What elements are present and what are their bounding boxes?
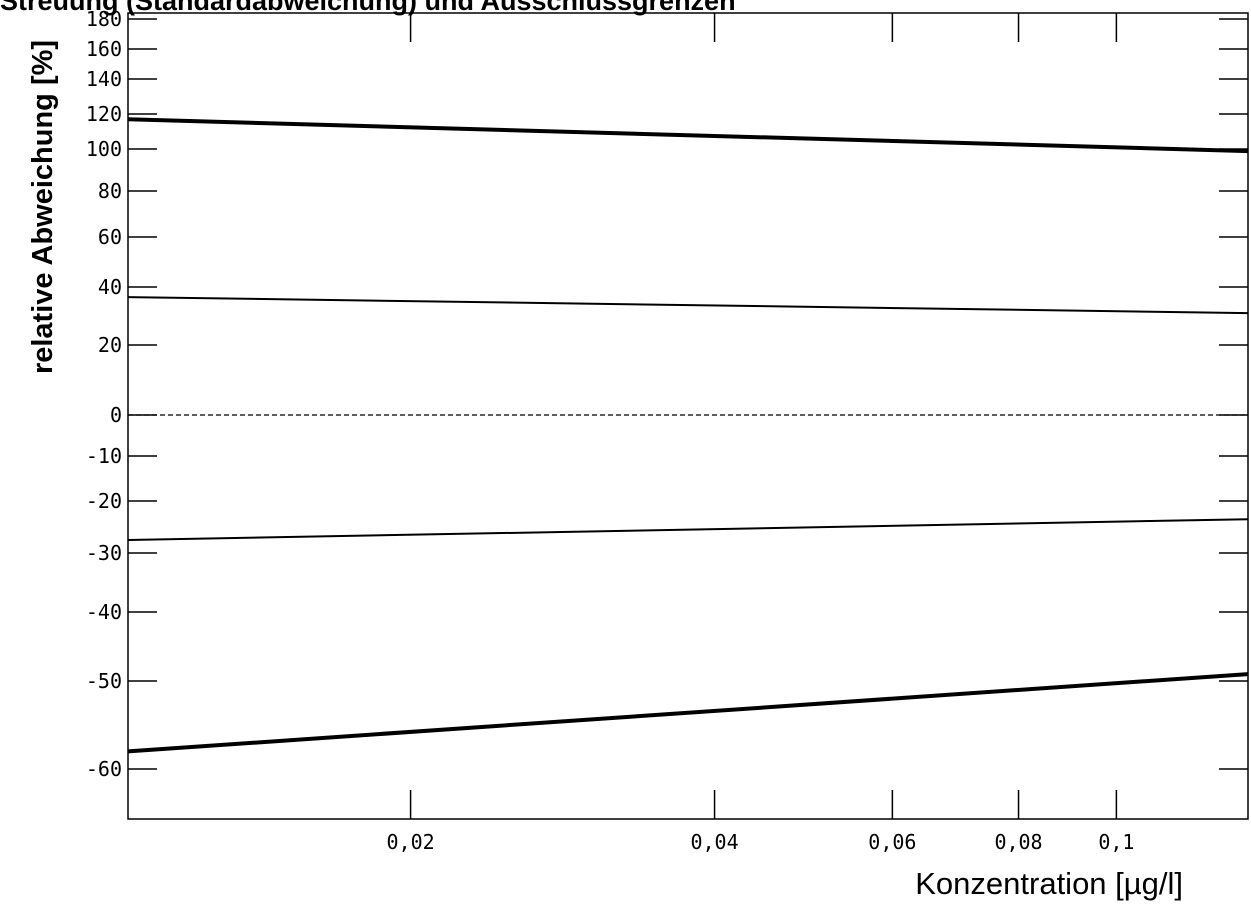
y-axis: 180 160 140 120 100 80 60 40 20 0 -10 -20 -30 -40 -50 -… [86, 7, 1248, 781]
y-tick-label: 20 [98, 333, 122, 357]
x-tick-label: 0,1 [1098, 830, 1134, 854]
y-tick-label: 40 [98, 275, 122, 299]
y-tick-label: -50 [86, 669, 122, 693]
x-tick-label: 0,06 [868, 830, 916, 854]
series-group [127, 117, 1249, 754]
y-axis-title: relative Abweichung [%] [27, 40, 59, 374]
y-tick-label: 120 [86, 102, 122, 126]
y-tick-label: 100 [86, 137, 122, 161]
x-axis: 0,02 0,04 0,06 0,08 0,1 [386, 13, 1134, 854]
y-tick-label: -20 [86, 489, 122, 513]
x-tick-label: 0,08 [994, 830, 1042, 854]
y-tick-label: 60 [98, 225, 122, 249]
y-tick-label: 140 [86, 67, 122, 91]
plot-frame [127, 12, 1249, 820]
series-line-4 [127, 672, 1249, 754]
y-tick-label: -40 [86, 600, 122, 624]
x-axis-title: Konzentration [µg/l] [915, 866, 1183, 901]
y-tick-label: 80 [98, 179, 122, 203]
x-tick-label: 0,02 [386, 830, 434, 854]
series-line-2 [127, 296, 1249, 315]
y-tick-label: -60 [86, 757, 122, 781]
y-tick-label: -10 [86, 444, 122, 468]
y-tick-label: 0 [110, 403, 122, 427]
chart-title: Streuung (Standardabweichung) und Aussch… [0, 0, 736, 16]
y-tick-label: 160 [86, 37, 122, 61]
x-tick-label: 0,04 [690, 830, 738, 854]
series-line-1 [127, 117, 1249, 154]
series-line-3 [127, 518, 1249, 541]
y-tick-label: -30 [86, 541, 122, 565]
y-tick-label: 180 [86, 7, 122, 31]
